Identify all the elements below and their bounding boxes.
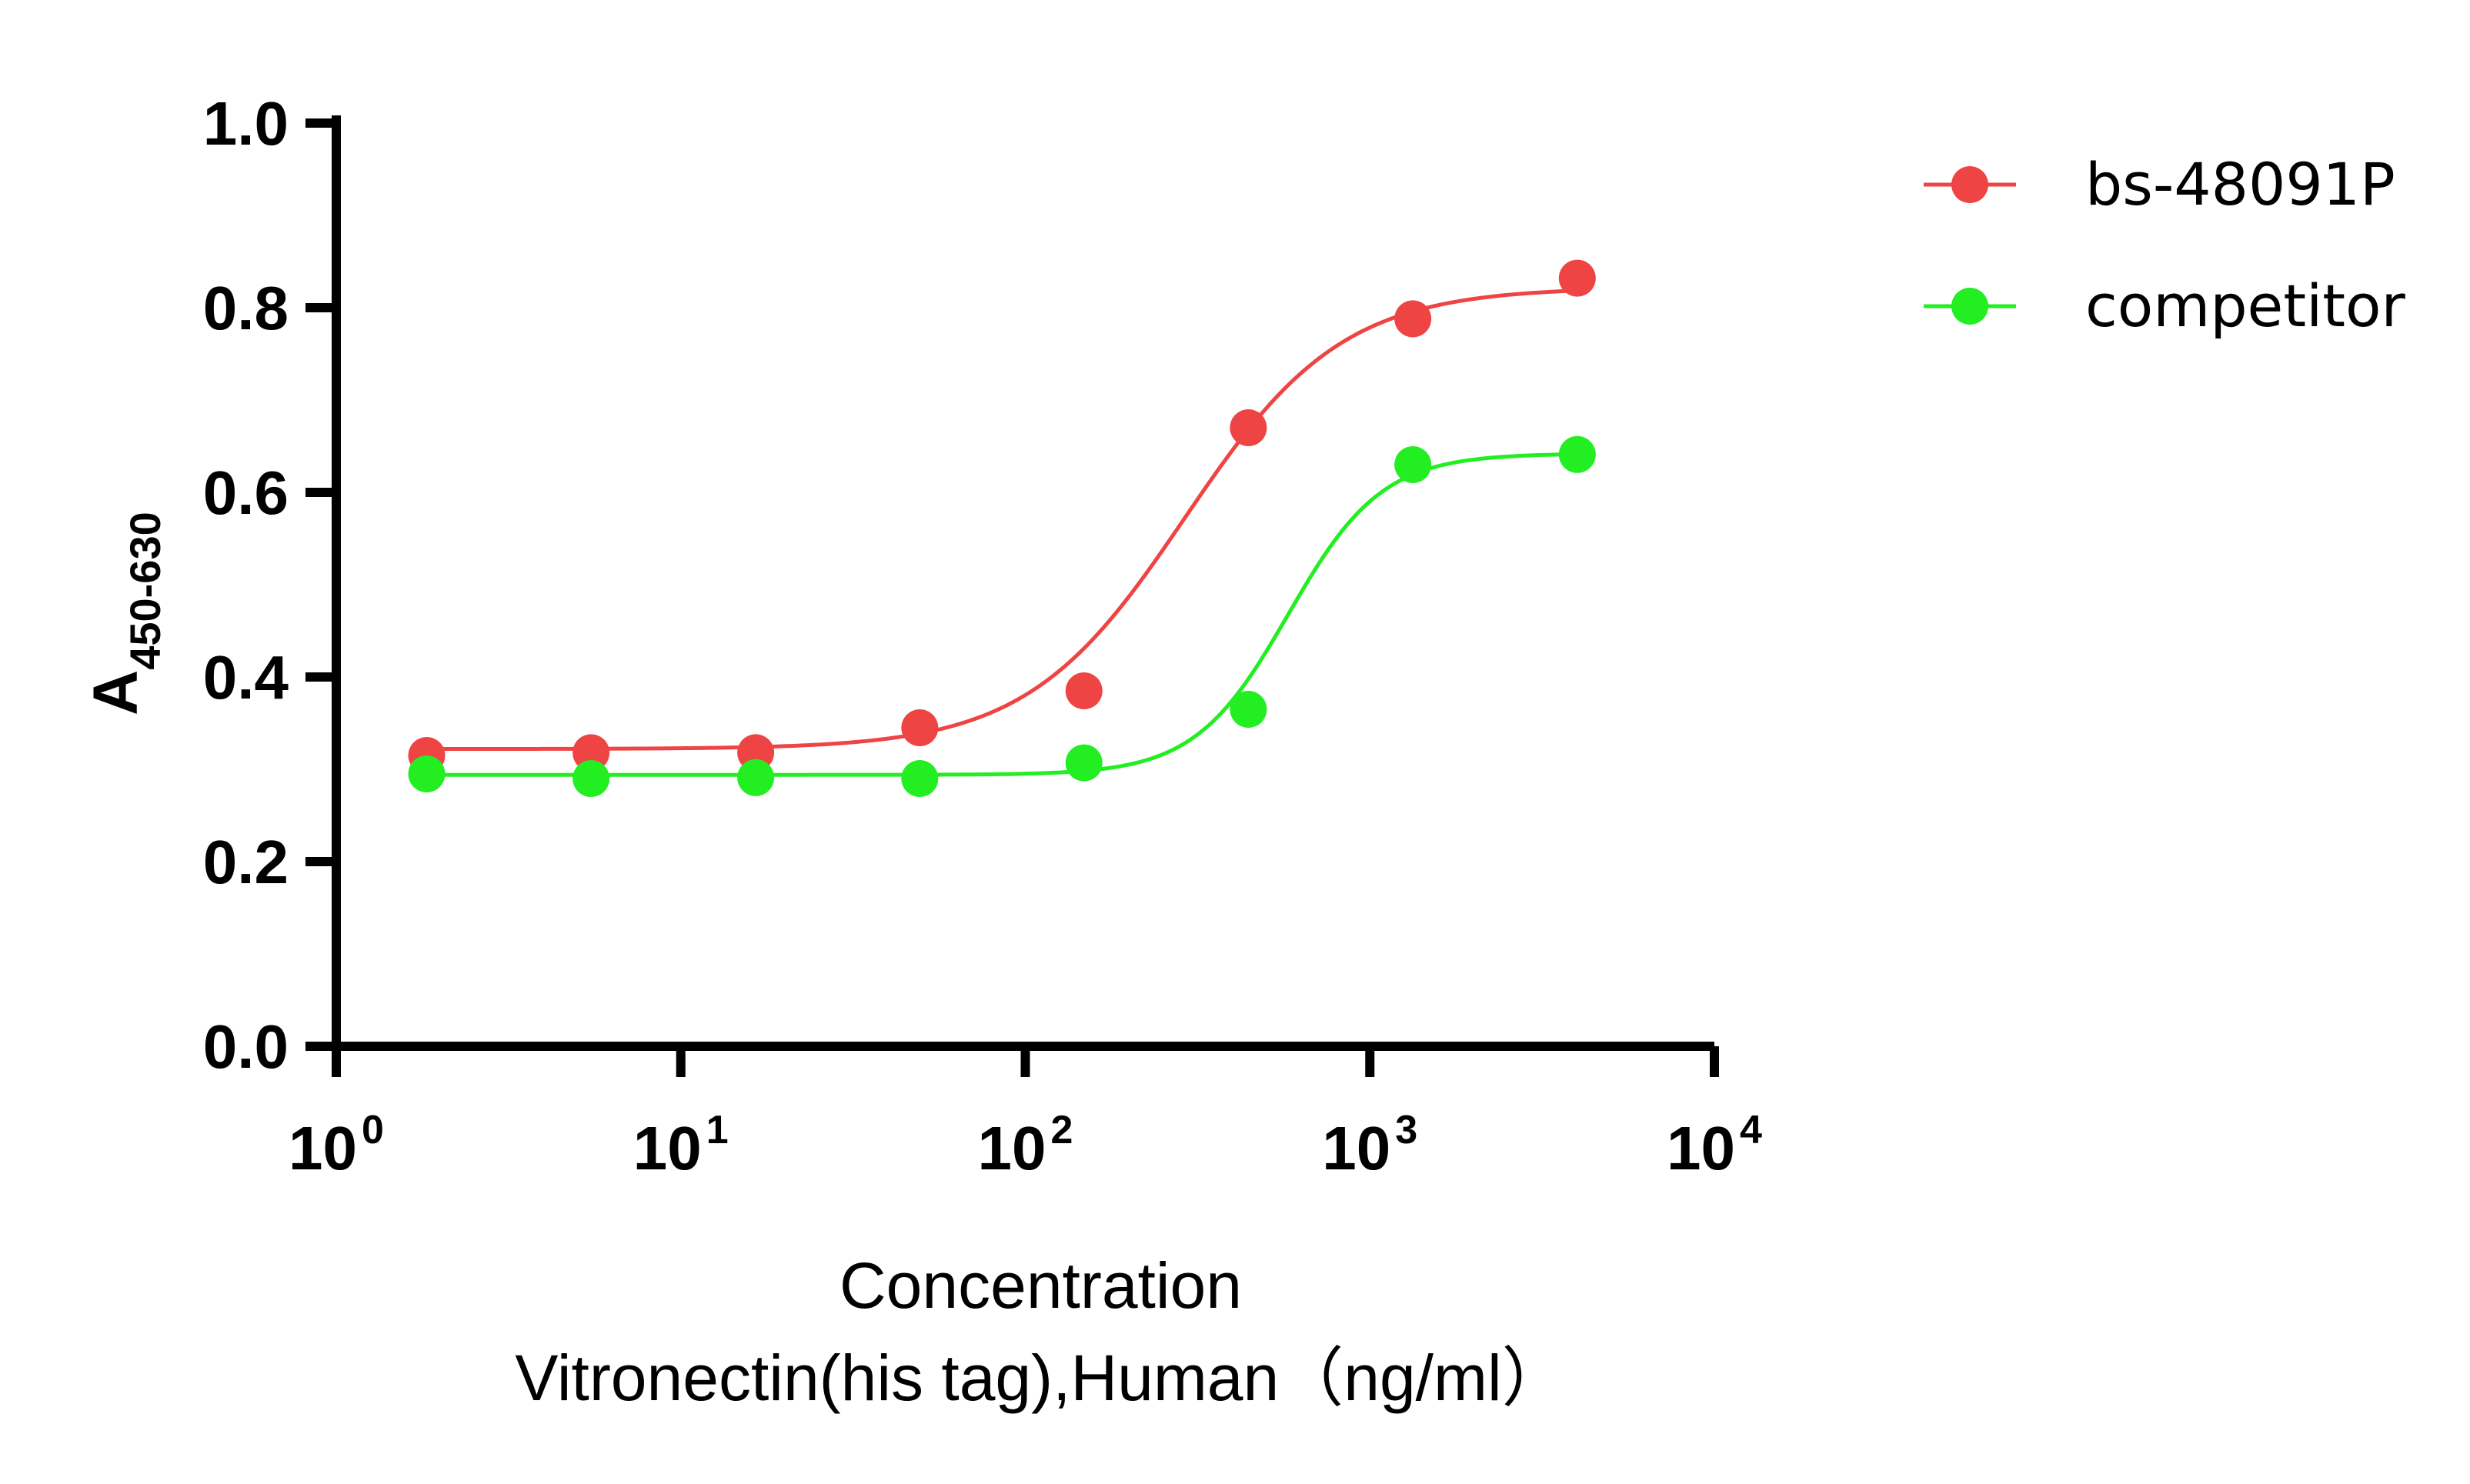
x-tick-label: 10 4: [1667, 1108, 1762, 1182]
y-tick-label: 0.2: [203, 828, 289, 896]
x-tick-label: 10 1: [633, 1108, 729, 1182]
axes: 0.0 0.2 0.4 0.6 0.8 1.0 10 0 10 1 10 2 10 3 10 4: [203, 89, 1762, 1182]
fit-curve-1: [426, 288, 1577, 752]
data-point-1: [1065, 672, 1103, 709]
data-point-2: [901, 760, 939, 797]
y-axis-label: A450-630: [81, 512, 169, 715]
data-point-1: [1230, 409, 1267, 446]
fit-curve-2: [426, 452, 1577, 777]
legend-label: bs-48091P: [2085, 150, 2395, 218]
data-point-2: [1558, 435, 1596, 473]
data-points: [408, 259, 1596, 797]
y-axis-title-sub: 450-630: [121, 512, 169, 670]
y-axis-title-main: A: [81, 670, 151, 715]
y-tick-label: 1.0: [203, 89, 289, 158]
x-tick-label: 10 0: [289, 1108, 384, 1182]
x-axis-title-line-1: Concentration: [839, 1249, 1242, 1322]
data-point-2: [408, 755, 446, 792]
fit-curves: [426, 288, 1577, 777]
data-point-2: [1394, 446, 1432, 483]
y-tick-label: 0.8: [203, 274, 289, 342]
legend-label: competitor: [2085, 272, 2406, 340]
x-tick-label: 10 2: [978, 1108, 1073, 1182]
data-point-1: [1394, 300, 1432, 338]
data-point-2: [1230, 691, 1267, 728]
y-axis-title: A450-630: [81, 512, 169, 715]
data-point-1: [572, 734, 610, 772]
y-tick-label: 0.4: [203, 643, 289, 712]
legend-marker: [1951, 166, 1988, 203]
data-point-1: [901, 709, 939, 746]
y-tick-label: 0.6: [203, 459, 289, 527]
data-point-2: [572, 760, 610, 797]
y-tick-label: 0.0: [203, 1012, 289, 1081]
data-point-1: [1558, 259, 1596, 297]
legend-marker: [1951, 288, 1988, 325]
legend: bs-48091P competitor: [1924, 150, 2406, 340]
x-axis-label: Concentration Vitronectin(his tag),Human（…: [515, 1249, 1566, 1414]
x-axis-title-line-2: Vitronectin(his tag),Human（ng/ml）: [515, 1342, 1566, 1414]
x-tick-label: 10 3: [1322, 1108, 1417, 1182]
data-point-2: [1065, 744, 1103, 782]
data-point-2: [737, 759, 775, 796]
